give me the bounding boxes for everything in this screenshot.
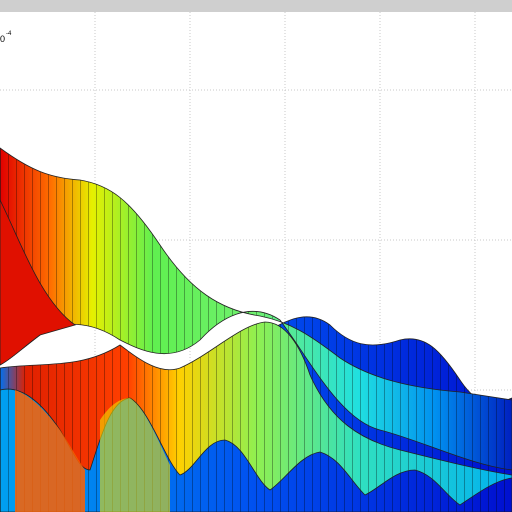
toolbar-strip — [0, 0, 512, 12]
axis-exponent-power: -4 — [6, 31, 12, 37]
axis-exponent-base: 0 — [0, 34, 5, 44]
surface-main — [0, 147, 512, 471]
surface-front — [0, 388, 512, 512]
